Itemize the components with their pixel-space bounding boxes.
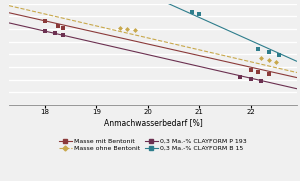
Point <box>125 28 130 30</box>
Point <box>259 57 263 60</box>
Point <box>277 54 281 57</box>
Legend: Masse mit Bentonit, Masse ohne Bentonit, 0,3 Ma.-% CLAYFORM P 193, 0,3 Ma.-% CLA: Masse mit Bentonit, Masse ohne Bentonit,… <box>59 138 247 151</box>
X-axis label: Anmachwasserbedarf [%]: Anmachwasserbedarf [%] <box>103 118 202 127</box>
Point <box>43 19 47 22</box>
Point <box>266 59 271 62</box>
Point <box>117 26 122 29</box>
Point <box>238 75 243 78</box>
Point <box>266 51 271 54</box>
Point <box>256 48 261 51</box>
Point <box>43 30 47 32</box>
Point <box>248 68 253 71</box>
Point <box>56 24 60 27</box>
Point <box>53 31 58 34</box>
Point <box>133 29 137 31</box>
Point <box>189 10 194 13</box>
Point <box>61 26 65 29</box>
Point <box>256 70 261 73</box>
Point <box>61 34 65 37</box>
Point <box>259 79 263 82</box>
Point <box>248 77 253 80</box>
Point <box>197 12 202 15</box>
Point <box>274 61 279 64</box>
Point <box>266 72 271 75</box>
